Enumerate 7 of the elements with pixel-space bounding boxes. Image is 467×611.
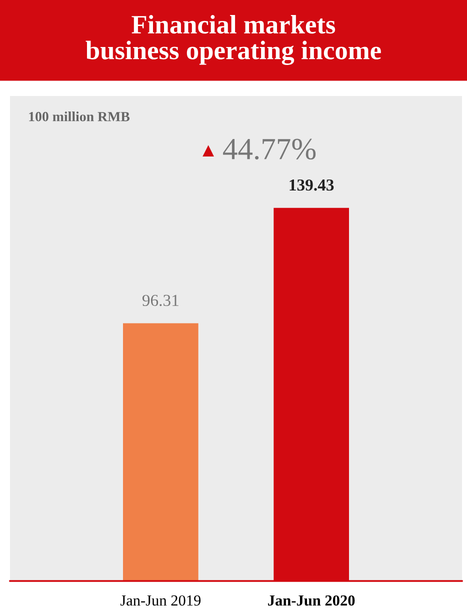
- data-label: 139.43: [290, 179, 334, 191]
- data-label: 96.31: [142, 294, 178, 306]
- text: ▲ 44.77%: [202, 138, 316, 160]
- chart-title: Financial markets business operating income: [86, 15, 381, 65]
- text: 100 million RMB: [29, 112, 130, 122]
- x-tick-label: Jan-Jun 2020: [268, 595, 355, 606]
- x-tick-label: Jan-Jun 2019: [120, 595, 201, 606]
